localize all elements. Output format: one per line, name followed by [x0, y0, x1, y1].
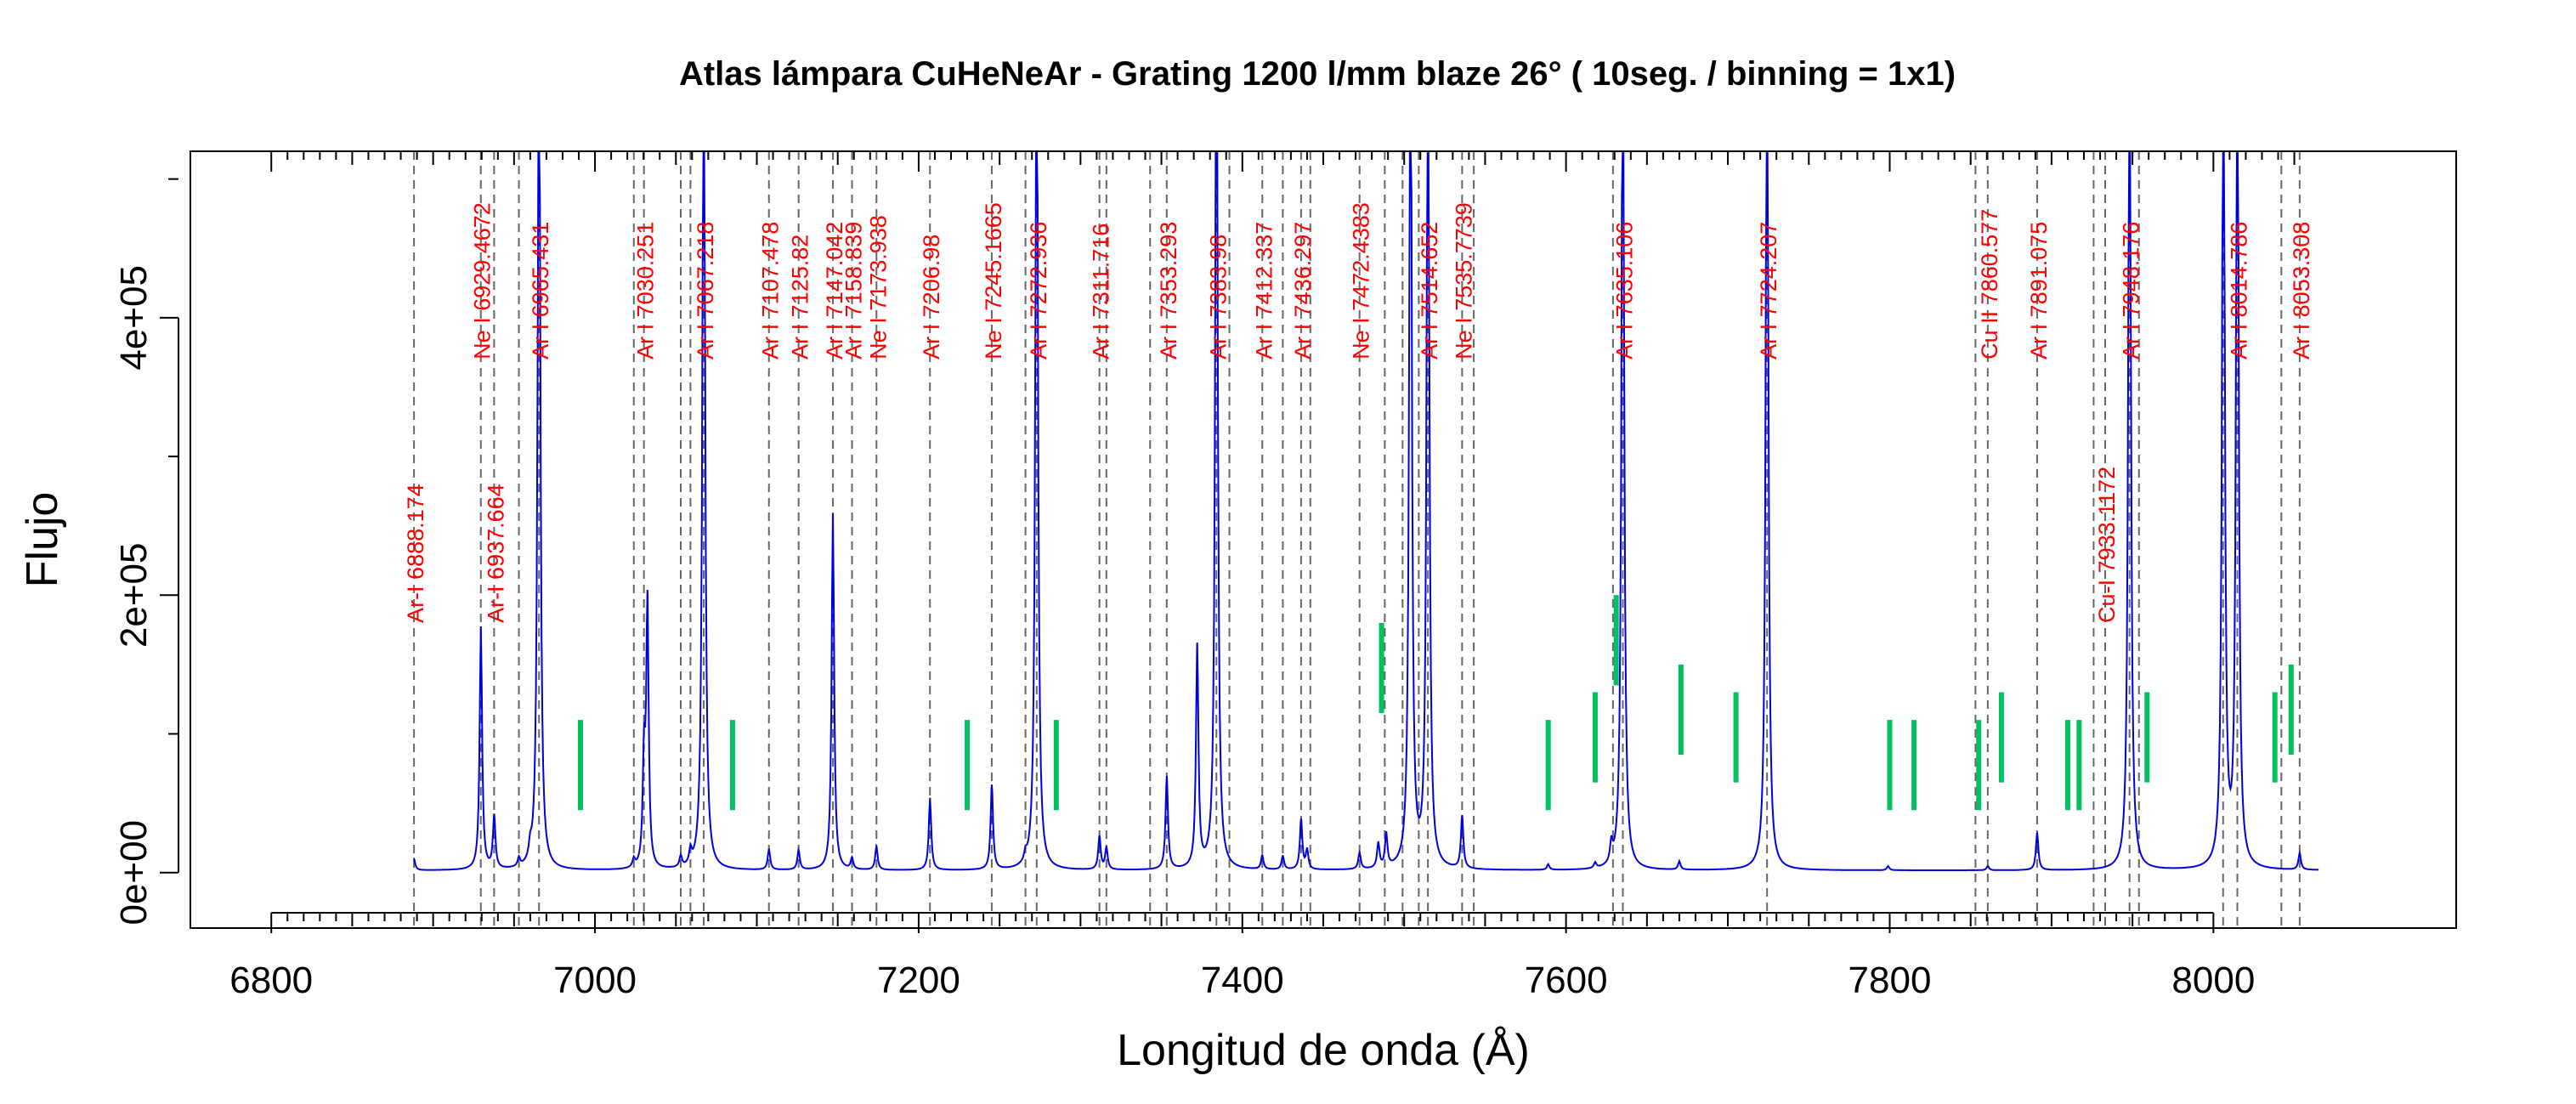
- line-id-label: Ar I 7353.293: [1156, 222, 1181, 360]
- line-id-label: Ne I 7472.4383: [1349, 202, 1374, 360]
- y-axis-label: Flujo: [18, 492, 67, 588]
- x-axis-label: Longitud de onda (Å): [1117, 1026, 1530, 1075]
- line-id-label: Ar I 7272.936: [1026, 222, 1051, 360]
- line-id-label: Ar I 7147.042: [822, 222, 847, 360]
- line-id-label: Ne I 7245.1665: [981, 202, 1006, 360]
- line-id-label: Ar I 7311.716: [1089, 224, 1114, 360]
- line-id-label: Ar I 7948.176: [2119, 222, 2144, 360]
- line-id-label: Ar I 8014.786: [2227, 222, 2252, 360]
- y-tick-label: 2e+05: [113, 542, 155, 648]
- line-id-label: Ar I 8053.308: [2289, 222, 2314, 360]
- line-id-label: Ar I 7206.98: [919, 235, 944, 360]
- line-id-label: Ar I 6965.431: [528, 222, 553, 360]
- line-id-label: Ne I 7535.7739: [1451, 202, 1476, 360]
- line-id-label: Ar I 7514.652: [1417, 222, 1442, 360]
- line-id-label: Ar-I 6937.664: [483, 484, 508, 623]
- line-id-label: Ne I 6929.4672: [470, 202, 495, 360]
- chart-title: Atlas lámpara CuHeNeAr - Grating 1200 l/…: [679, 55, 1956, 93]
- line-id-label: Ar I 7724.207: [1756, 222, 1781, 360]
- line-id-label: Ar I 7158.839: [841, 222, 867, 360]
- line-id-label: Ar I 7383.98: [1205, 235, 1231, 360]
- line-id-label: Cu-I 7933.1172: [2094, 467, 2120, 623]
- x-tick-label: 7600: [1525, 960, 1608, 1001]
- x-tick-label: 7800: [1848, 960, 1932, 1001]
- x-tick-label: 6800: [229, 960, 313, 1001]
- y-tick-label: 0e+00: [113, 820, 155, 926]
- x-tick-label: 8000: [2171, 960, 2255, 1001]
- line-id-label: Ar I 7635.106: [1611, 222, 1637, 360]
- x-tick-label: 7400: [1201, 960, 1284, 1001]
- x-tick-label: 7200: [877, 960, 960, 1001]
- model-mark-layer: [577, 595, 2294, 811]
- line-id-label: Ar I 7107.478: [758, 222, 784, 360]
- plot-frame: [190, 150, 2457, 929]
- line-id-label: Ar I 7891.075: [2026, 222, 2052, 360]
- line-id-label: Ar I 7412.337: [1251, 222, 1277, 360]
- y-axis: 0e+00 2e+05 4e+05: [113, 178, 179, 926]
- line-id-label: Ar I 7436.297: [1290, 222, 1316, 360]
- line-id-label: Ar I 7125.82: [788, 235, 813, 360]
- y-tick-label: 4e+05: [113, 265, 155, 371]
- line-id-label: Ar I 7030.251: [633, 222, 659, 360]
- line-id-label: Ar-I 6888.174: [403, 484, 428, 623]
- line-id-label: Ar I 7067.218: [693, 222, 718, 360]
- x-tick-label: 7000: [553, 960, 637, 1001]
- line-label-layer: Ar-I 6888.174 Ne I 6929.4672 Ar-I 6937.664…: [403, 202, 2314, 623]
- spectrum-line: [412, 150, 2319, 871]
- line-id-label: Cu II 7860.577: [1977, 209, 2002, 360]
- line-id-label: Ne I 7173.938: [865, 215, 891, 360]
- x-axis: 6800 7000 7200 7400 7600 7800 8000: [229, 151, 2296, 1001]
